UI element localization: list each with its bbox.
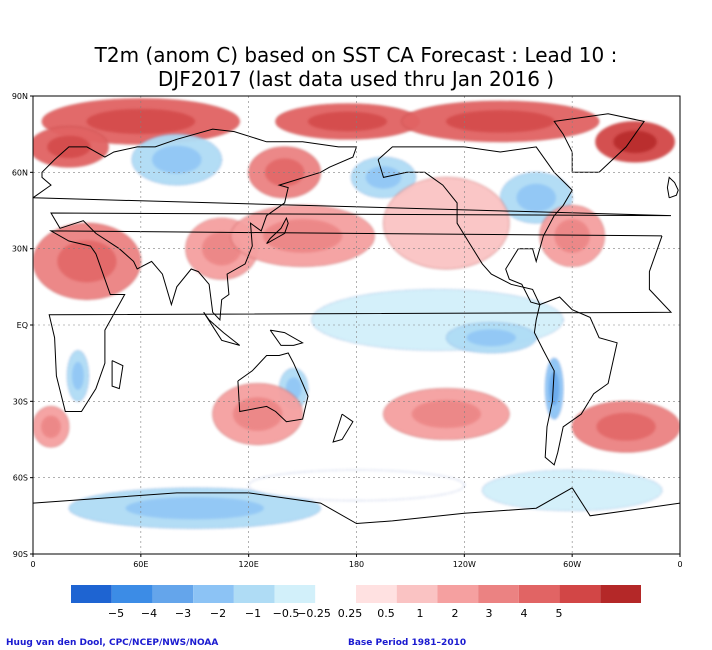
coastline: [377, 146, 573, 306]
anomaly-core: [466, 329, 517, 347]
latitude-label: EQ: [17, 321, 28, 330]
latitude-label: 90N: [12, 92, 28, 101]
continent-outlines: [33, 113, 680, 525]
latitude-label: 60N: [12, 168, 28, 177]
longitude-label: 120W: [453, 560, 476, 569]
anomaly-core: [57, 240, 117, 283]
anomaly-region: [383, 177, 510, 270]
map-title-line-2: DJF2017 (last data used thru Jan 2016 ): [157, 67, 555, 91]
longitude-label: 0: [30, 560, 35, 569]
color-bar-label: −1: [245, 607, 261, 620]
color-bar-label: 0.5: [377, 607, 395, 620]
coastline: [203, 312, 241, 346]
anomaly-core: [41, 415, 61, 438]
anomaly-core: [516, 183, 556, 212]
longitude-labels: 0 60E 120E 180 120W 60W 0: [30, 554, 683, 569]
coastline: [553, 113, 645, 173]
base-period-note: Base Period 1981–2010: [348, 638, 467, 648]
anomaly-core: [71, 361, 84, 390]
coastline: [666, 176, 679, 199]
color-bar-swatch: [600, 585, 641, 603]
latitude-label: 60S: [13, 474, 28, 483]
color-bar-label: −5: [108, 607, 124, 620]
latitude-label: 30N: [12, 245, 28, 254]
coastline: [33, 487, 680, 525]
color-bar-label: 0.25: [338, 607, 363, 620]
anomaly-core: [125, 497, 264, 520]
coastline: [533, 296, 618, 466]
graticule: [33, 96, 680, 554]
anomaly-core: [613, 130, 657, 153]
anomaly-core: [232, 397, 283, 431]
coastline: [237, 352, 309, 423]
anomaly-region: [248, 469, 465, 501]
anomaly-core: [152, 145, 202, 174]
coastline: [266, 216, 289, 245]
color-bar-label: 3: [486, 607, 493, 620]
color-bar-label: −3: [175, 607, 191, 620]
coastline: [48, 230, 673, 412]
longitude-label: 120E: [239, 560, 259, 569]
color-bar-swatch: [518, 585, 560, 603]
color-bar: −5 −4 −3 −2 −1 −0.5−0.25 0.25 0.5 1 2 3 4 5: [71, 585, 641, 620]
color-bar-swatch: [437, 585, 479, 603]
color-bar-swatch: [71, 585, 112, 603]
color-bar-swatch: [478, 585, 519, 603]
anomaly-core: [445, 110, 555, 133]
longitude-label: 60W: [563, 560, 581, 569]
color-bar-label: 5: [556, 607, 563, 620]
longitude-label: 180: [349, 560, 364, 569]
color-bar-swatch: [111, 585, 153, 603]
latitude-label: 90S: [13, 550, 28, 559]
coastline: [33, 128, 672, 322]
anomaly-core: [307, 111, 388, 132]
color-bar-label: 4: [521, 607, 528, 620]
color-bar-swatch: [315, 585, 356, 603]
color-bar-swatch: [559, 585, 601, 603]
color-bar-label: 2: [452, 607, 459, 620]
anomaly-core: [596, 412, 656, 441]
color-bar-swatch: [233, 585, 275, 603]
color-bar-label: 1: [417, 607, 424, 620]
color-bar-label: −4: [141, 607, 157, 620]
color-bar-label: −0.25: [297, 607, 331, 620]
anomaly-core: [263, 219, 343, 253]
color-bar-swatch: [193, 585, 234, 603]
color-bar-swatch: [152, 585, 194, 603]
color-bar-label: −2: [210, 607, 226, 620]
longitude-label: 0: [677, 560, 682, 569]
coastline: [332, 413, 354, 443]
longitude-label: 60E: [133, 560, 148, 569]
anomaly-core: [411, 400, 481, 429]
color-bar-swatch: [356, 585, 397, 603]
color-bar-swatch: [396, 585, 438, 603]
coastline: [111, 360, 124, 390]
map-title-line-1: T2m (anom C) based on SST CA Forecast : …: [94, 43, 618, 67]
latitude-labels: 90N 60N 30N EQ 30S 60S 90S: [12, 92, 33, 559]
color-bar-label: −0.5: [273, 607, 300, 620]
color-bar-swatch: [274, 585, 316, 603]
anomaly-region: [482, 469, 663, 512]
coastline: [269, 329, 304, 346]
author-credit: Huug van den Dool, CPC/NCEP/NWS/NOAA: [6, 638, 219, 648]
anomaly-core: [554, 219, 590, 253]
latitude-label: 30S: [13, 397, 28, 406]
anomaly-core: [549, 371, 560, 406]
